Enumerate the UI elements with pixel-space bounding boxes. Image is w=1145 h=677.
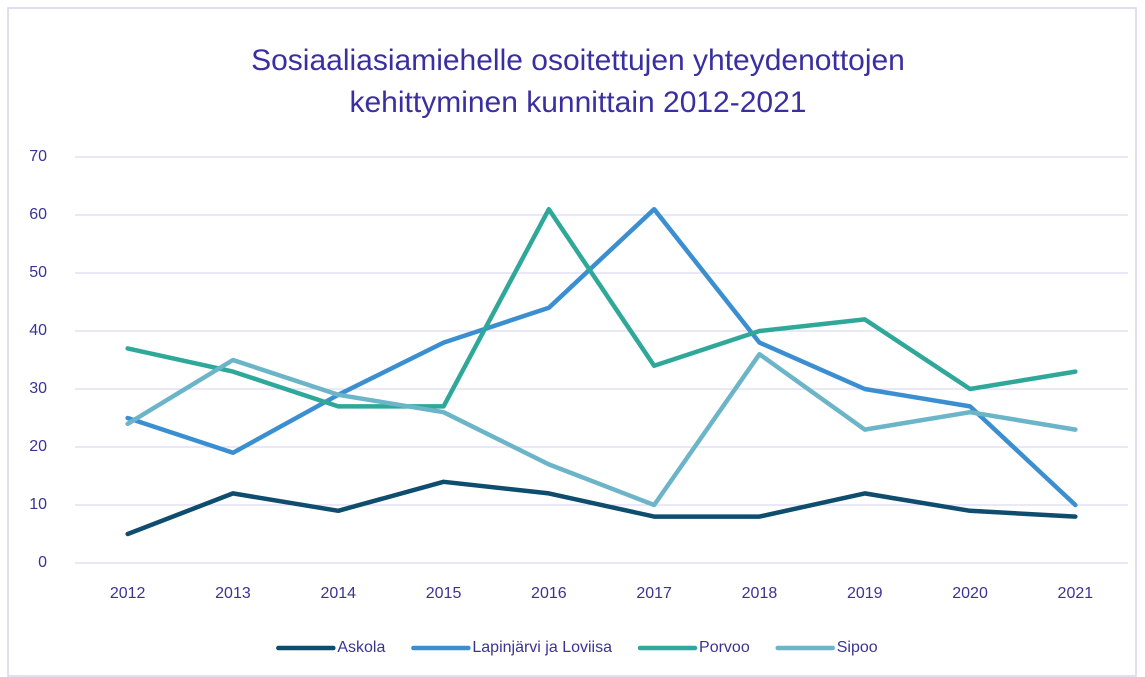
x-tick-label: 2017 [636, 585, 672, 602]
legend-label: Sipoo [837, 639, 878, 656]
x-tick-label: 2019 [847, 585, 883, 602]
chart-border [7, 7, 1137, 677]
y-tick-label: 50 [29, 264, 47, 281]
line [125, 206, 1078, 409]
y-tick-label: 70 [29, 148, 47, 165]
y-tick-label: 40 [29, 322, 47, 339]
x-tick-label: 2016 [531, 585, 567, 602]
x-tick-label: 2015 [426, 585, 462, 602]
x-tick-label: 2014 [320, 585, 356, 602]
y-tick-label: 0 [38, 554, 47, 571]
x-tick-label: 2020 [952, 585, 988, 602]
line [125, 479, 1078, 537]
x-tick-label: 2013 [215, 585, 251, 602]
line [125, 351, 1078, 508]
y-tick-label: 10 [29, 496, 47, 513]
chart-title: kehittyminen kunnittain 2012-2021 [350, 86, 807, 119]
legend-label: Lapinjärvi ja Loviisa [472, 639, 612, 656]
y-tick-label: 20 [29, 438, 47, 455]
y-tick-label: 60 [29, 206, 47, 223]
chart-title: Sosiaaliasiamiehelle osoitettujen yhteyd… [251, 44, 905, 77]
x-tick-label: 2018 [742, 585, 778, 602]
x-tick-label: 2012 [110, 585, 146, 602]
legend-label: Porvoo [699, 639, 750, 656]
line [125, 206, 1078, 508]
legend-label: Askola [337, 639, 385, 656]
x-tick-label: 2021 [1058, 585, 1094, 602]
y-tick-label: 30 [29, 380, 47, 397]
